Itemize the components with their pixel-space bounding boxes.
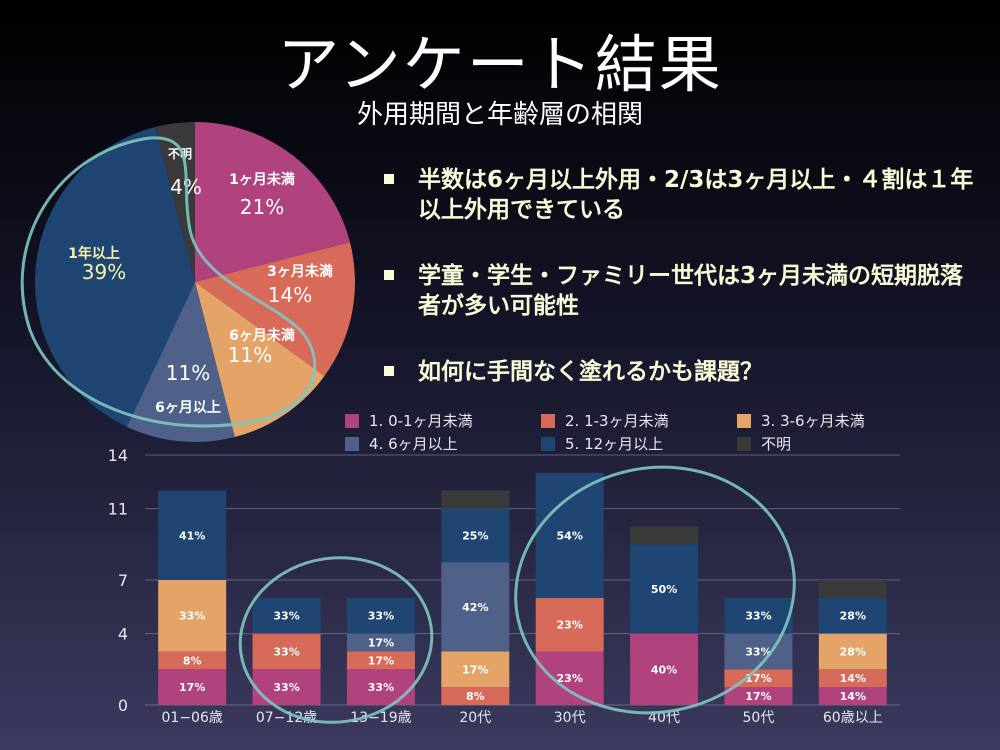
pie-slice-value: 21%	[240, 195, 284, 219]
pie-slice	[35, 127, 196, 427]
legend-label: 不明	[761, 435, 792, 453]
pie-slice-label: 6ヶ月未満	[229, 327, 295, 344]
pie-slice-label: 6ヶ月以上	[155, 400, 221, 416]
pie-slice-label: 1年以上	[68, 245, 120, 262]
legend-item: 5. 12ヶ月以上	[541, 433, 737, 454]
pie-slice-value: 14%	[268, 283, 312, 307]
legend-swatch	[345, 413, 359, 428]
legend-item: 1. 0-1ヶ月未満	[345, 410, 541, 431]
bullet-list: 半数は6ヶ月以上外用・2/3は3ヶ月以上・４割は１年以上外用できている 学童・学…	[382, 165, 982, 423]
legend-label: 4. 6ヶ月以上	[369, 435, 458, 453]
highlight-ring	[20, 136, 317, 428]
legend-item: 不明	[737, 433, 937, 454]
legend-label: 5. 12ヶ月以上	[565, 435, 664, 453]
pie-slice-value: 11%	[166, 361, 210, 385]
bar-legend: 1. 0-1ヶ月未満 2. 1-3ヶ月未満 3. 3-6ヶ月未満 4. 6ヶ月以…	[345, 410, 905, 454]
legend-swatch	[345, 436, 359, 451]
legend-swatch	[541, 436, 555, 451]
pie-slice	[126, 282, 235, 442]
bullet-item: 学童・学生・ファミリー世代は3ヶ月未満の短期脱落者が多い可能性	[382, 261, 982, 321]
legend-item: 3. 3-6ヶ月未満	[737, 410, 937, 431]
pie-slice-label: 不明	[168, 147, 192, 161]
legend-swatch	[737, 436, 751, 451]
slide-subtitle: 外用期間と年齢層の相関	[356, 100, 643, 130]
legend-item: 4. 6ヶ月以上	[345, 433, 541, 454]
legend-item: 2. 1-3ヶ月未満	[541, 410, 737, 431]
pie-slice-value: 11%	[228, 343, 272, 367]
legend-swatch	[737, 413, 751, 428]
legend-label: 1. 0-1ヶ月未満	[369, 412, 473, 430]
bullet-item: 如何に手間なく塗れるかも課題？	[382, 357, 982, 387]
legend-label: 2. 1-3ヶ月未満	[565, 412, 669, 430]
bullet-item: 半数は6ヶ月以上外用・2/3は3ヶ月以上・４割は１年以上外用できている	[382, 165, 982, 225]
pie-slice	[195, 242, 355, 377]
pie-slice	[195, 282, 325, 437]
legend-label: 3. 3-6ヶ月未満	[761, 412, 865, 430]
pie-slice-label: 3ヶ月未満	[267, 263, 333, 280]
pie-slice-value: 39%	[82, 260, 126, 284]
legend-swatch	[541, 413, 555, 428]
pie-slice-label: 1ヶ月未満	[229, 171, 295, 188]
pie-slice	[195, 122, 350, 282]
slide-title: アンケート結果	[277, 28, 723, 101]
